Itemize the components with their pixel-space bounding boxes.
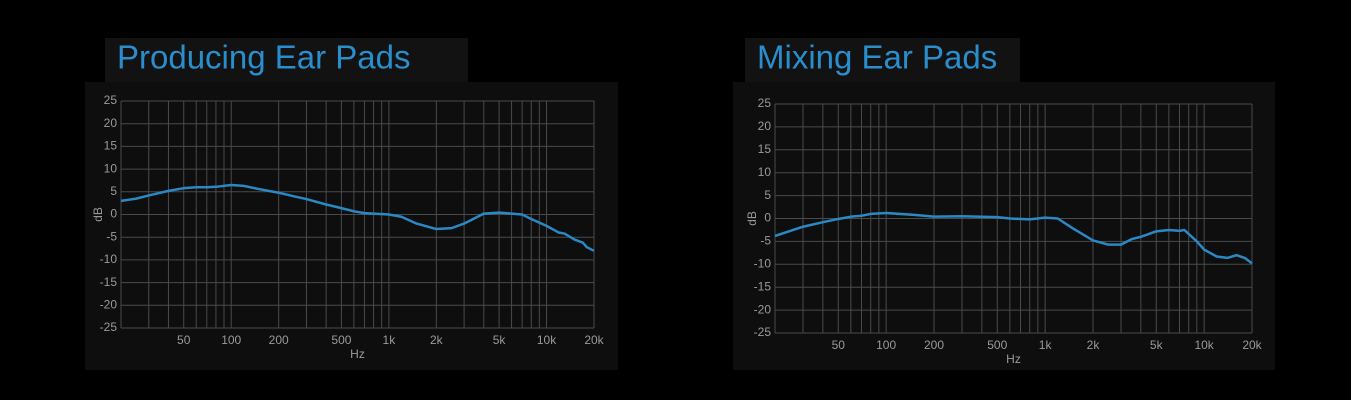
- chart-panel: [733, 82, 1275, 370]
- y-tick-label: 5: [110, 184, 117, 198]
- chart-title: Producing Ear Pads: [117, 39, 411, 76]
- response-curve: [120, 183, 595, 252]
- y-tick-label: 15: [758, 142, 772, 156]
- y-tick-label: -25: [754, 325, 772, 339]
- y-tick-label: 25: [104, 93, 118, 107]
- x-tick-label: 100: [876, 338, 896, 352]
- y-tick-label: 25: [758, 96, 772, 110]
- y-tick-label: -5: [760, 234, 771, 248]
- x-tick-label: 500: [331, 333, 351, 347]
- chart-title: Mixing Ear Pads: [757, 39, 997, 76]
- y-tick-label: -15: [754, 279, 772, 293]
- x-tick-label: 50: [832, 338, 846, 352]
- response-curve: [774, 211, 1253, 265]
- chart-panel: [85, 82, 618, 370]
- x-tick-label: 1k: [383, 333, 397, 347]
- x-axis-label: Hz: [1006, 352, 1021, 366]
- x-tick-label: 100: [221, 333, 241, 347]
- y-tick-label: 0: [764, 211, 771, 225]
- x-tick-label: 200: [269, 333, 289, 347]
- x-tick-label: 5k: [1150, 338, 1164, 352]
- x-tick-label: 500: [987, 338, 1007, 352]
- y-tick-label: -20: [754, 302, 772, 316]
- title-box: [105, 38, 468, 82]
- x-tick-label: 20k: [584, 333, 604, 347]
- x-tick-label: 10k: [537, 333, 557, 347]
- x-tick-label: 5k: [493, 333, 507, 347]
- y-axis-label: dB: [745, 211, 759, 226]
- x-tick-label: 200: [924, 338, 944, 352]
- y-tick-label: 20: [104, 116, 118, 130]
- y-tick-label: 0: [110, 207, 117, 221]
- chart: Producing Ear Pads2520151050-5-10-15-20-…: [85, 38, 618, 370]
- y-tick-label: 15: [104, 139, 118, 153]
- chart: Mixing Ear Pads2520151050-5-10-15-20-255…: [733, 38, 1275, 370]
- x-tick-label: 10k: [1194, 338, 1214, 352]
- y-tick-label: 10: [758, 165, 772, 179]
- y-tick-label: -20: [100, 297, 118, 311]
- y-tick-label: 20: [758, 119, 772, 133]
- y-tick-label: -25: [100, 320, 118, 334]
- x-tick-label: 50: [177, 333, 191, 347]
- x-tick-label: 2k: [1087, 338, 1101, 352]
- y-tick-label: -10: [100, 252, 118, 266]
- y-axis-label: dB: [91, 207, 105, 222]
- y-tick-label: -5: [106, 229, 117, 243]
- y-tick-label: -15: [100, 275, 118, 289]
- y-tick-label: 10: [104, 161, 118, 175]
- x-axis-label: Hz: [350, 347, 365, 361]
- x-tick-label: 20k: [1242, 338, 1262, 352]
- title-box: [745, 38, 1020, 82]
- x-tick-label: 2k: [430, 333, 444, 347]
- y-tick-label: -10: [754, 256, 772, 270]
- y-tick-label: 5: [764, 188, 771, 202]
- x-tick-label: 1k: [1039, 338, 1053, 352]
